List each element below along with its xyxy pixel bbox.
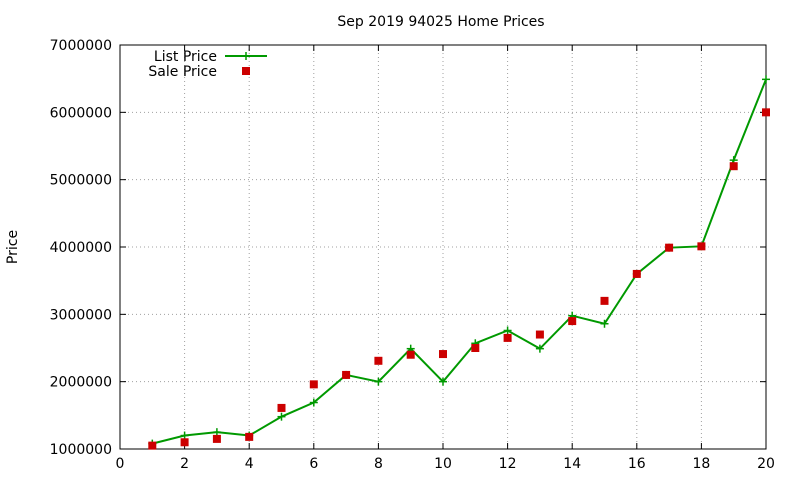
list-price-point xyxy=(212,428,221,437)
sale-price-point xyxy=(503,333,512,342)
y-tick-label: 1000000 xyxy=(50,442,112,458)
sale-price-point xyxy=(277,403,286,412)
list-price-point xyxy=(374,377,383,386)
list-price-point xyxy=(309,398,318,407)
x-tick-label: 16 xyxy=(628,456,646,472)
sale-price-point xyxy=(245,432,254,441)
legend-label: Sale Price xyxy=(148,64,217,80)
x-tick-label: 2 xyxy=(180,456,189,472)
plot-frame xyxy=(119,44,767,450)
y-axis-label: Price xyxy=(5,230,21,264)
series-layer xyxy=(148,75,770,450)
list-price-point xyxy=(180,431,189,440)
sale-price-point xyxy=(762,108,770,117)
sale-price-point xyxy=(665,243,674,252)
y-tick-label: 4000000 xyxy=(50,240,112,256)
legend-swatch-square xyxy=(242,67,250,75)
sale-price-point xyxy=(439,350,447,359)
x-tick-label: 8 xyxy=(374,456,383,472)
legend-label: List Price xyxy=(154,49,217,65)
x-tick-label: 10 xyxy=(434,456,452,472)
sale-price-point xyxy=(374,356,383,365)
sale-price-point xyxy=(568,317,577,326)
y-tick-label: 6000000 xyxy=(50,105,112,121)
list-price-point xyxy=(503,326,512,335)
series-list-price xyxy=(148,75,770,448)
x-tick-label: 20 xyxy=(757,456,775,472)
sale-price-point xyxy=(148,441,157,450)
list-price-point xyxy=(600,319,609,328)
list-price-point xyxy=(277,412,286,421)
list-price-line xyxy=(152,78,767,445)
y-tick-label: 2000000 xyxy=(50,375,112,391)
sale-price-point xyxy=(180,438,189,447)
sale-price-point xyxy=(535,330,544,339)
legend-swatch-plus xyxy=(242,52,250,60)
list-price-point xyxy=(762,75,770,84)
chart-title: Sep 2019 94025 Home Prices xyxy=(337,14,544,30)
y-tick-label: 3000000 xyxy=(50,307,112,323)
x-tick-label: 14 xyxy=(563,456,581,472)
x-tick-label: 0 xyxy=(116,456,125,472)
sale-price-point xyxy=(697,242,706,251)
y-tick-label: 7000000 xyxy=(50,38,112,54)
sale-price-point xyxy=(632,269,641,278)
list-price-point xyxy=(439,377,447,386)
sale-price-point xyxy=(406,350,415,359)
sale-price-point xyxy=(309,380,318,389)
sale-price-point xyxy=(600,296,609,305)
sale-price-point xyxy=(212,434,221,443)
x-tick-label: 12 xyxy=(499,456,517,472)
x-tick-label: 18 xyxy=(692,456,710,472)
sale-price-point xyxy=(729,162,738,171)
tick-labels: 0 2 4 6 8 10 12 14 16 18 20 1000000 2000000 3000000 40… xyxy=(50,38,775,472)
x-tick-label: 4 xyxy=(245,456,254,472)
y-tick-label: 5000000 xyxy=(50,173,112,189)
sale-price-point xyxy=(342,370,351,379)
x-tick-label: 6 xyxy=(309,456,318,472)
sale-price-point xyxy=(471,344,480,352)
series-sale-price xyxy=(148,108,770,450)
list-price-point xyxy=(535,344,544,353)
